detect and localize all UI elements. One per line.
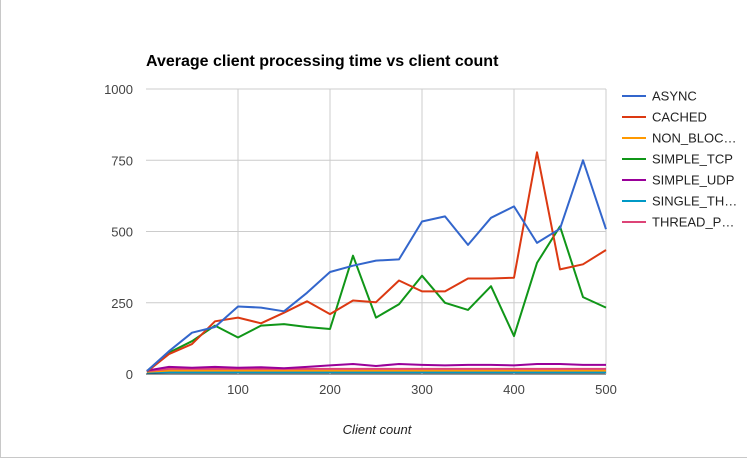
legend-label: SINGLE_TH… <box>652 194 737 209</box>
x-tick-label: 300 <box>411 382 433 397</box>
y-tick-label: 250 <box>111 296 133 311</box>
y-tick-label: 500 <box>111 225 133 240</box>
series-line-simple-tcp <box>146 225 607 372</box>
legend-label: CACHED <box>652 110 707 125</box>
series-lines <box>146 151 607 374</box>
legend-label: NON_BLOC… <box>652 131 737 146</box>
x-tick-label: 400 <box>503 382 525 397</box>
y-tick-label: 0 <box>126 367 133 382</box>
legend-label: ASYNC <box>652 89 697 104</box>
x-tick-label: 100 <box>227 382 249 397</box>
legend-item[interactable]: SIMPLE_TCP <box>622 152 733 167</box>
x-tick-label: 200 <box>319 382 341 397</box>
x-axis-ticks: 100 200 300 400 500 <box>227 382 617 397</box>
legend-item[interactable]: SINGLE_TH… <box>622 194 737 209</box>
y-tick-label: 1000 <box>104 82 133 97</box>
legend-item[interactable]: SIMPLE_UDP <box>622 173 734 188</box>
legend-item[interactable]: NON_BLOC… <box>622 131 737 146</box>
series-line-thread-pool <box>146 367 606 373</box>
x-axis-label: Client count <box>343 422 413 437</box>
series-line-simple-udp <box>146 363 606 372</box>
chart-title: Average client processing time vs client… <box>146 53 499 70</box>
legend-label: SIMPLE_TCP <box>652 152 733 167</box>
legend-item[interactable]: THREAD_P… <box>622 215 734 230</box>
y-tick-label: 750 <box>111 153 133 168</box>
x-tick-label: 500 <box>595 382 617 397</box>
legend-label: THREAD_P… <box>652 215 734 230</box>
y-axis-ticks: 0 250 500 750 1000 <box>104 82 133 382</box>
series-line-async <box>146 159 607 372</box>
grid <box>146 88 607 375</box>
series-line-non-blocking <box>146 369 606 373</box>
legend-label: SIMPLE_UDP <box>652 173 734 188</box>
legend[interactable]: ASYNC CACHED NON_BLOC… SIMPLE_TCP SIMPLE_UDP… <box>622 89 737 230</box>
legend-item[interactable]: CACHED <box>622 110 707 125</box>
legend-item[interactable]: ASYNC <box>622 89 697 104</box>
